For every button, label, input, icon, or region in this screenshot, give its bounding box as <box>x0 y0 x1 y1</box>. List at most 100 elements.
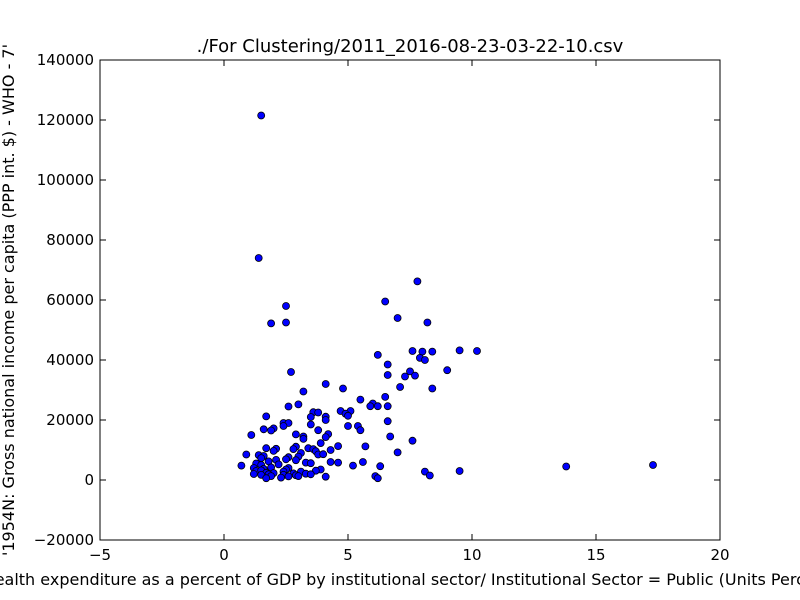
data-point <box>649 461 657 469</box>
data-point <box>262 412 271 421</box>
data-point <box>373 350 382 359</box>
y-axis-ticks: −20000 0 20000 40000 60000 80000 100000 120000 1… <box>34 51 720 549</box>
data-point <box>562 462 571 471</box>
data-point <box>284 402 293 411</box>
data-point <box>284 472 293 481</box>
data-point <box>267 426 276 435</box>
data-point <box>326 446 335 454</box>
data-point <box>373 402 382 411</box>
data-point <box>267 319 276 328</box>
data-point <box>383 360 392 369</box>
y-tick-label: −20000 <box>34 531 94 549</box>
y-tick-label: 140000 <box>37 51 94 69</box>
data-point <box>274 460 283 469</box>
data-point <box>381 392 390 401</box>
data-point <box>306 413 315 421</box>
data-point <box>247 431 256 439</box>
data-point <box>287 368 295 376</box>
data-point <box>383 371 392 379</box>
data-point <box>455 467 464 475</box>
data-point <box>282 318 290 327</box>
y-tick-label: 20000 <box>46 411 94 429</box>
data-point <box>408 436 417 445</box>
data-point <box>259 425 268 434</box>
data-point <box>294 472 303 481</box>
data-point <box>425 471 434 480</box>
data-point <box>349 461 357 470</box>
data-point <box>334 442 343 451</box>
y-tick-label: 120000 <box>37 111 94 129</box>
data-point <box>386 432 395 441</box>
data-point <box>358 458 367 466</box>
data-point <box>344 411 352 420</box>
data-point <box>334 458 343 467</box>
data-point <box>242 450 251 459</box>
data-point <box>413 277 422 286</box>
data-point <box>376 462 385 471</box>
data-point <box>279 422 288 430</box>
data-point <box>316 439 325 448</box>
data-point <box>294 400 303 409</box>
data-point <box>291 456 300 465</box>
data-point <box>428 347 437 356</box>
data-point <box>257 111 266 120</box>
data-point <box>361 442 370 451</box>
data-point <box>428 384 437 393</box>
data-point <box>393 314 402 322</box>
y-axis-label: '1954N: Gross national income per capita… <box>0 44 18 556</box>
data-point <box>237 461 246 470</box>
x-axis-ticks: −5 0 5 10 15 20 <box>89 60 730 564</box>
y-tick-label: 100000 <box>37 171 94 189</box>
data-point <box>314 426 323 435</box>
data-point <box>314 408 323 417</box>
data-point <box>373 474 382 483</box>
data-point <box>443 366 452 375</box>
data-point <box>383 417 392 426</box>
data-point <box>282 302 290 310</box>
y-tick-label: 40000 <box>46 351 94 369</box>
data-point <box>473 347 481 355</box>
data-point <box>344 422 352 430</box>
data-point <box>383 402 392 411</box>
data-point <box>277 473 285 482</box>
data-point <box>381 297 390 306</box>
data-point <box>356 395 365 404</box>
data-point <box>306 420 315 429</box>
x-tick-label: 10 <box>462 546 481 564</box>
data-point <box>401 372 409 381</box>
y-tick-label: 0 <box>84 471 94 489</box>
data-point <box>339 384 347 393</box>
data-point <box>455 346 464 355</box>
data-point <box>306 459 315 468</box>
data-point <box>366 402 375 411</box>
data-point <box>326 458 335 466</box>
x-tick-label: 5 <box>343 546 353 564</box>
data-point <box>356 426 365 435</box>
data-point <box>282 455 290 464</box>
y-tick-label: 60000 <box>46 291 94 309</box>
data-point <box>249 470 258 478</box>
data-point <box>306 470 315 479</box>
chart-title: ./For Clustering/2011_2016-08-23-03-22-1… <box>197 36 624 57</box>
data-point <box>269 446 278 455</box>
data-point <box>289 445 298 454</box>
x-tick-label: −5 <box>89 546 111 564</box>
data-point <box>262 474 271 483</box>
data-point <box>423 318 432 327</box>
data-point <box>420 356 429 364</box>
data-point <box>321 416 330 424</box>
x-tick-label: 20 <box>710 546 729 564</box>
data-point <box>291 430 300 439</box>
data-point <box>321 433 330 442</box>
y-tick-label: 80000 <box>46 231 94 249</box>
data-point <box>254 254 263 262</box>
x-tick-label: 15 <box>586 546 605 564</box>
data-point <box>321 472 330 481</box>
data-point <box>299 434 308 443</box>
x-axis-label: Health expenditure as a percent of GDP b… <box>0 570 800 589</box>
data-point <box>406 367 414 376</box>
data-point <box>408 347 417 355</box>
data-point <box>321 380 330 388</box>
data-point <box>411 371 419 380</box>
